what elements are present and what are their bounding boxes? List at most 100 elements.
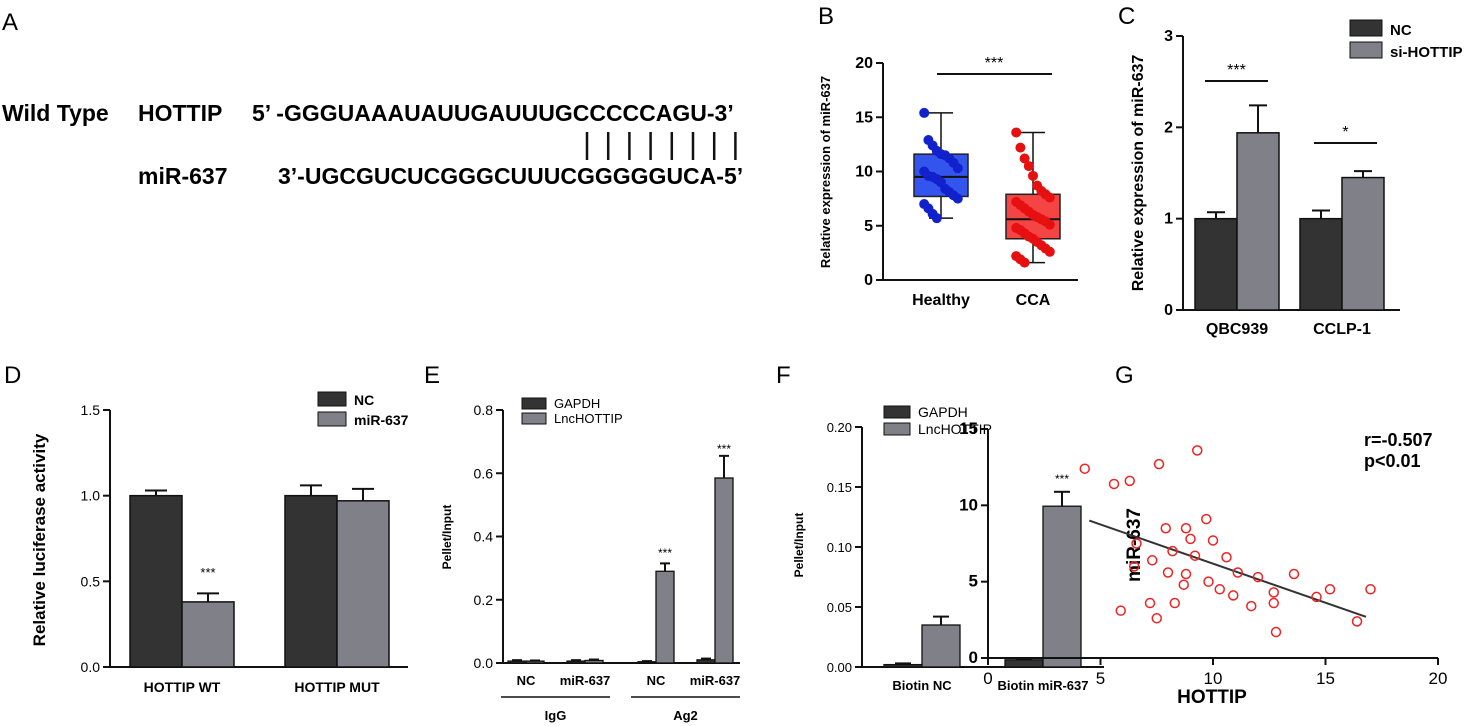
f-y-tick-label: 0.00 <box>827 660 852 675</box>
panel-e-letter: E <box>424 362 440 389</box>
c-bar <box>1236 132 1280 311</box>
f-x-tick-label: Biotin miR-637 <box>997 678 1088 693</box>
b-data-point <box>1044 219 1055 230</box>
b-data-point <box>1011 127 1022 138</box>
g-data-point <box>1151 613 1162 624</box>
c-x-tick-label: CCLP-1 <box>1313 321 1371 338</box>
g-data-point <box>1079 463 1090 474</box>
panel-b: B 0 5 10 15 20 Relative expression of miR-637… <box>818 3 1078 309</box>
f-bar <box>1004 659 1044 668</box>
g-y-tick-label: 15 <box>959 419 978 438</box>
g-data-point <box>1162 567 1174 578</box>
c-y-tick-label: 0 <box>1164 302 1173 319</box>
hottip-sequence: 5’ -GGGUAAAUAUUGAUUUGCCCCCAGU-3’ <box>252 100 734 126</box>
d-legend-swatch <box>317 391 347 407</box>
d-y-tick-label: 0.0 <box>81 659 101 675</box>
base-pairing-lines <box>585 132 737 160</box>
g-data-point <box>1203 576 1214 587</box>
d-legend-swatch <box>317 411 347 427</box>
b-data-point <box>931 213 942 224</box>
bar-chart-e: 0.0 0.2 0.4 0.6 0.8 Pellet/Input NC miR-637 NC mi… <box>440 396 740 723</box>
b-data-point <box>919 107 930 118</box>
g-data-point <box>1160 522 1171 534</box>
wild-type-label: Wild Type <box>2 100 109 126</box>
e-y-tick-label: 0.2 <box>474 592 494 608</box>
f-y-tick-label: 0.10 <box>827 540 852 555</box>
c-legend-swatch <box>1349 41 1383 59</box>
g-x-tick-label: 5 <box>1096 669 1105 688</box>
c-y-axis-title: Relative expression of miR-637 <box>1130 55 1147 292</box>
f-significance-label: *** <box>1055 472 1069 486</box>
b-x-tick-label: CCA <box>1016 292 1051 309</box>
d-y-axis-title: Relative luciferase activity <box>30 433 49 646</box>
f-legend-swatch <box>883 422 911 436</box>
c-bar <box>1299 217 1343 311</box>
mir637-sequence: 3’-UGCGUCUCGGGCUUUCGGGGGUCA-5’ <box>278 163 743 189</box>
e-bar <box>655 570 675 664</box>
c-y-tick-label: 3 <box>1164 28 1173 45</box>
e-x-tick-label: miR-637 <box>560 673 611 688</box>
g-x-tick-label: 0 <box>983 669 992 688</box>
b-data-point <box>1019 153 1030 164</box>
g-data-point <box>1311 591 1322 603</box>
f-y-tick-label: 0.05 <box>827 600 852 615</box>
c-significance-label: * <box>1342 124 1348 141</box>
g-data-point <box>1207 535 1219 546</box>
b-x-tick-label: Healthy <box>912 292 970 309</box>
g-data-point <box>1185 533 1196 545</box>
g-x-tick-label: 20 <box>1429 669 1448 688</box>
hottip-gene-label: HOTTIP <box>138 100 222 126</box>
e-x-tick-label: NC <box>647 673 666 688</box>
b-y-tick-label: 5 <box>864 218 873 235</box>
e-legend-swatch <box>521 397 547 410</box>
d-bar <box>181 601 235 668</box>
c-y-tick-label: 2 <box>1164 119 1173 136</box>
panel-b-letter: B <box>818 3 834 30</box>
g-data-point <box>1201 513 1212 525</box>
g-data-point <box>1270 626 1282 638</box>
d-legend-label: miR-637 <box>354 412 409 428</box>
panel-f-letter: F <box>776 362 791 389</box>
g-data-point <box>1180 568 1192 580</box>
c-bar <box>1341 176 1385 311</box>
g-data-point <box>1365 584 1376 595</box>
e-bar <box>696 659 716 664</box>
g-data-point <box>1108 478 1120 490</box>
f-legend-label: LncHOTTIP <box>918 421 992 437</box>
c-legend-label: si-HOTTIP <box>1390 44 1463 61</box>
b-data-point <box>1015 142 1026 153</box>
c-y-tick-label: 1 <box>1164 211 1173 228</box>
f-x-tick-label: Biotin NC <box>892 678 952 693</box>
panel-g: G 0 5 10 15 0 5 10 15 20 HOTTIP miR-637 r=-0.507p<0… <box>959 362 1447 708</box>
g-y-tick-label: 0 <box>969 648 978 667</box>
g-r-annotation: r=-0.507 <box>1364 430 1433 450</box>
g-data-point <box>1144 597 1156 609</box>
e-significance-label: *** <box>658 546 672 560</box>
f-y-tick-label: 0.15 <box>827 480 852 495</box>
g-data-point <box>1324 584 1336 595</box>
b-data-point <box>952 163 963 174</box>
d-y-tick-label: 1.0 <box>81 488 101 504</box>
box-plot-b: 0 5 10 15 20 Relative expression of miR-637 He… <box>818 55 1078 309</box>
b-data-point <box>1023 161 1034 172</box>
b-data-point <box>1044 246 1055 257</box>
g-data-point <box>1180 522 1192 534</box>
b-data-point <box>952 193 963 204</box>
g-data-point <box>1268 587 1279 598</box>
bar-chart-d: 0.0 0.5 1.0 1.5 Relative luciferase activity… <box>30 391 409 695</box>
f-legend-label: GAPDH <box>918 404 968 420</box>
f-y-axis-title: Pellet/Input <box>792 513 806 578</box>
e-x-tick-label: miR-637 <box>690 673 741 688</box>
panel-f: F 0.00 0.05 0.10 0.15 0.20 Pellet/Input Biotin… <box>776 362 1104 693</box>
g-data-point <box>1153 458 1165 470</box>
d-x-tick-label: HOTTIP MUT <box>294 679 380 695</box>
g-data-point <box>1124 475 1135 487</box>
panel-d-letter: D <box>4 362 21 389</box>
b-y-tick-label: 0 <box>864 272 873 289</box>
e-x-tick-label: NC <box>517 673 536 688</box>
e-group-label: IgG <box>545 708 567 723</box>
b-y-axis-title: Relative expression of miR-637 <box>818 76 833 268</box>
panel-c: C 0 1 2 3 Relative expression of miR-637 QBC9… <box>1118 3 1463 338</box>
bar-chart-c: 0 1 2 3 Relative expression of miR-637 QBC939… <box>1130 19 1463 338</box>
g-y-tick-label: 5 <box>969 572 978 591</box>
